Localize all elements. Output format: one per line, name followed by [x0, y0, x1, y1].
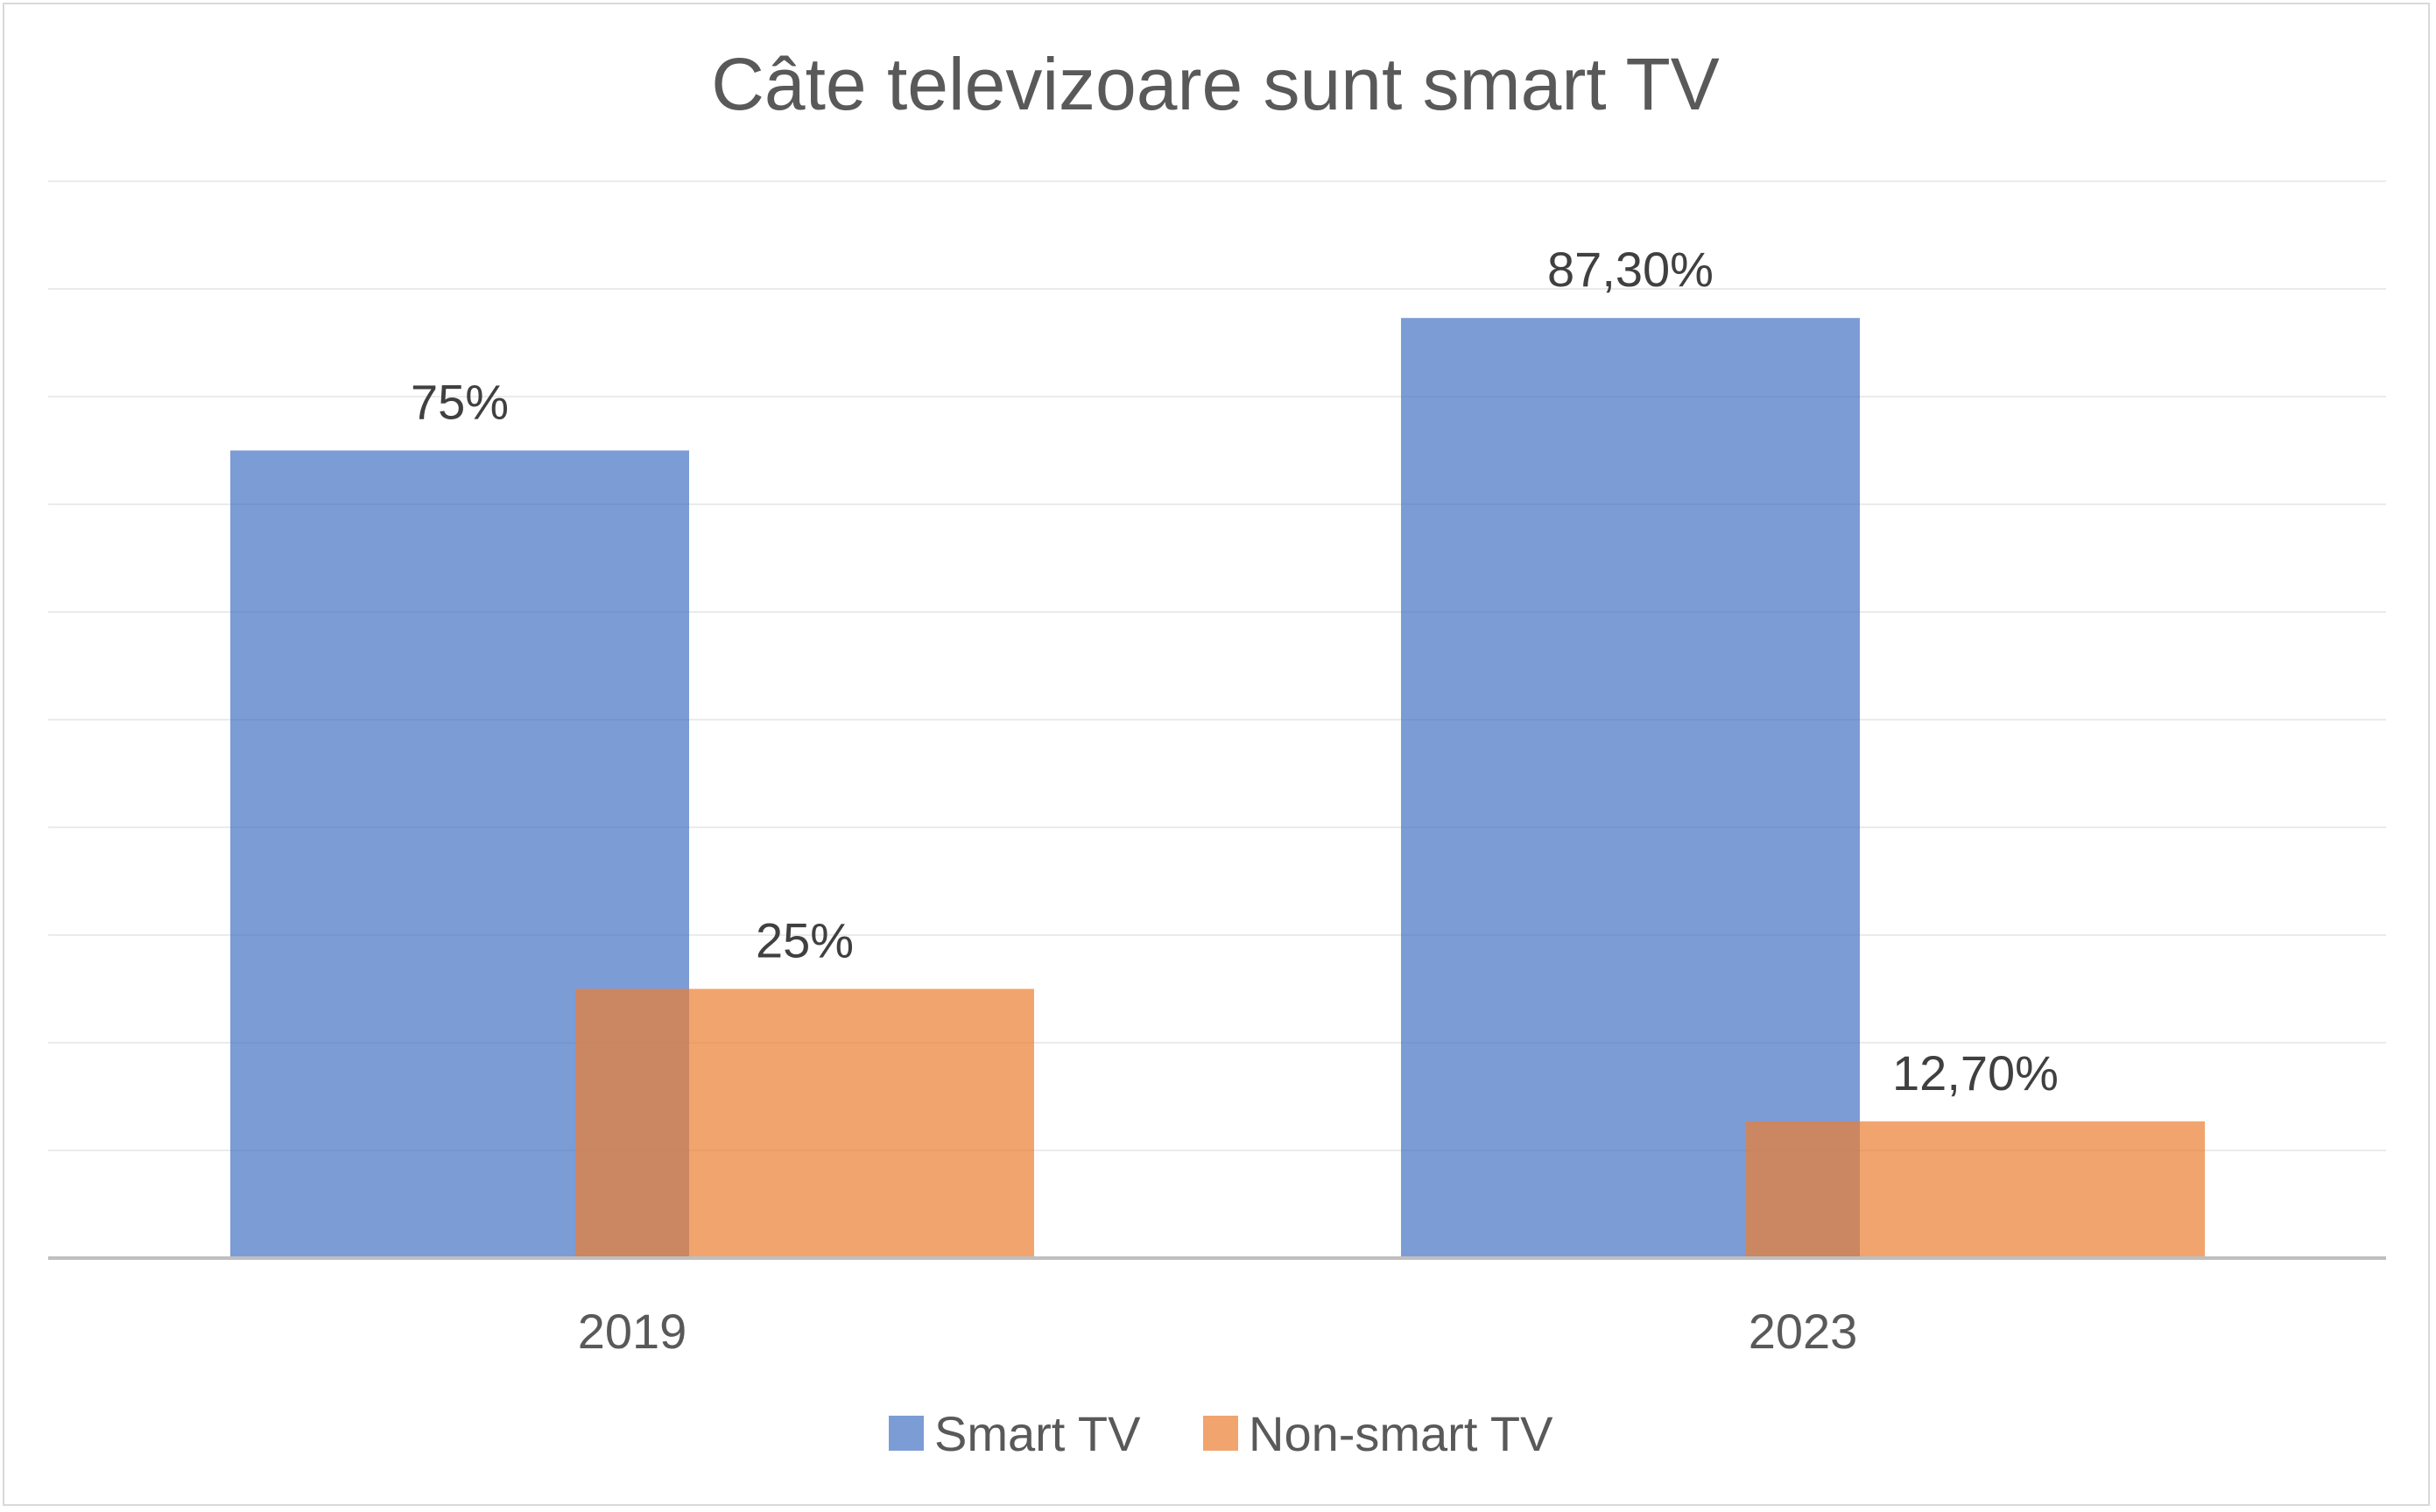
chart-title: Câte televizoare sunt smart TV	[711, 43, 1720, 125]
bars	[230, 318, 2205, 1259]
legend-swatch	[1203, 1416, 1238, 1451]
legend-swatch	[889, 1416, 924, 1451]
data-label: 25%	[756, 913, 854, 968]
bar-non-smart-tv-2019	[575, 988, 1034, 1258]
bar-smart-tv-2023	[1401, 318, 1860, 1259]
legend-label: Non-smart TV	[1249, 1406, 1553, 1461]
x-tick-label: 2023	[1749, 1304, 1858, 1359]
x-axis-ticks: 2019 2023	[578, 1304, 1858, 1359]
bar-non-smart-tv-2023	[1746, 1121, 2205, 1258]
legend-label: Smart TV	[934, 1406, 1141, 1461]
data-label: 87,30%	[1547, 242, 1714, 297]
legend: Smart TV Non-smart TV	[889, 1406, 1553, 1461]
data-label: 12,70%	[1892, 1045, 2059, 1101]
x-tick-label: 2019	[578, 1304, 687, 1359]
data-labels: 75% 87,30% 25% 12,70%	[411, 242, 2059, 1101]
data-label: 75%	[411, 375, 509, 430]
